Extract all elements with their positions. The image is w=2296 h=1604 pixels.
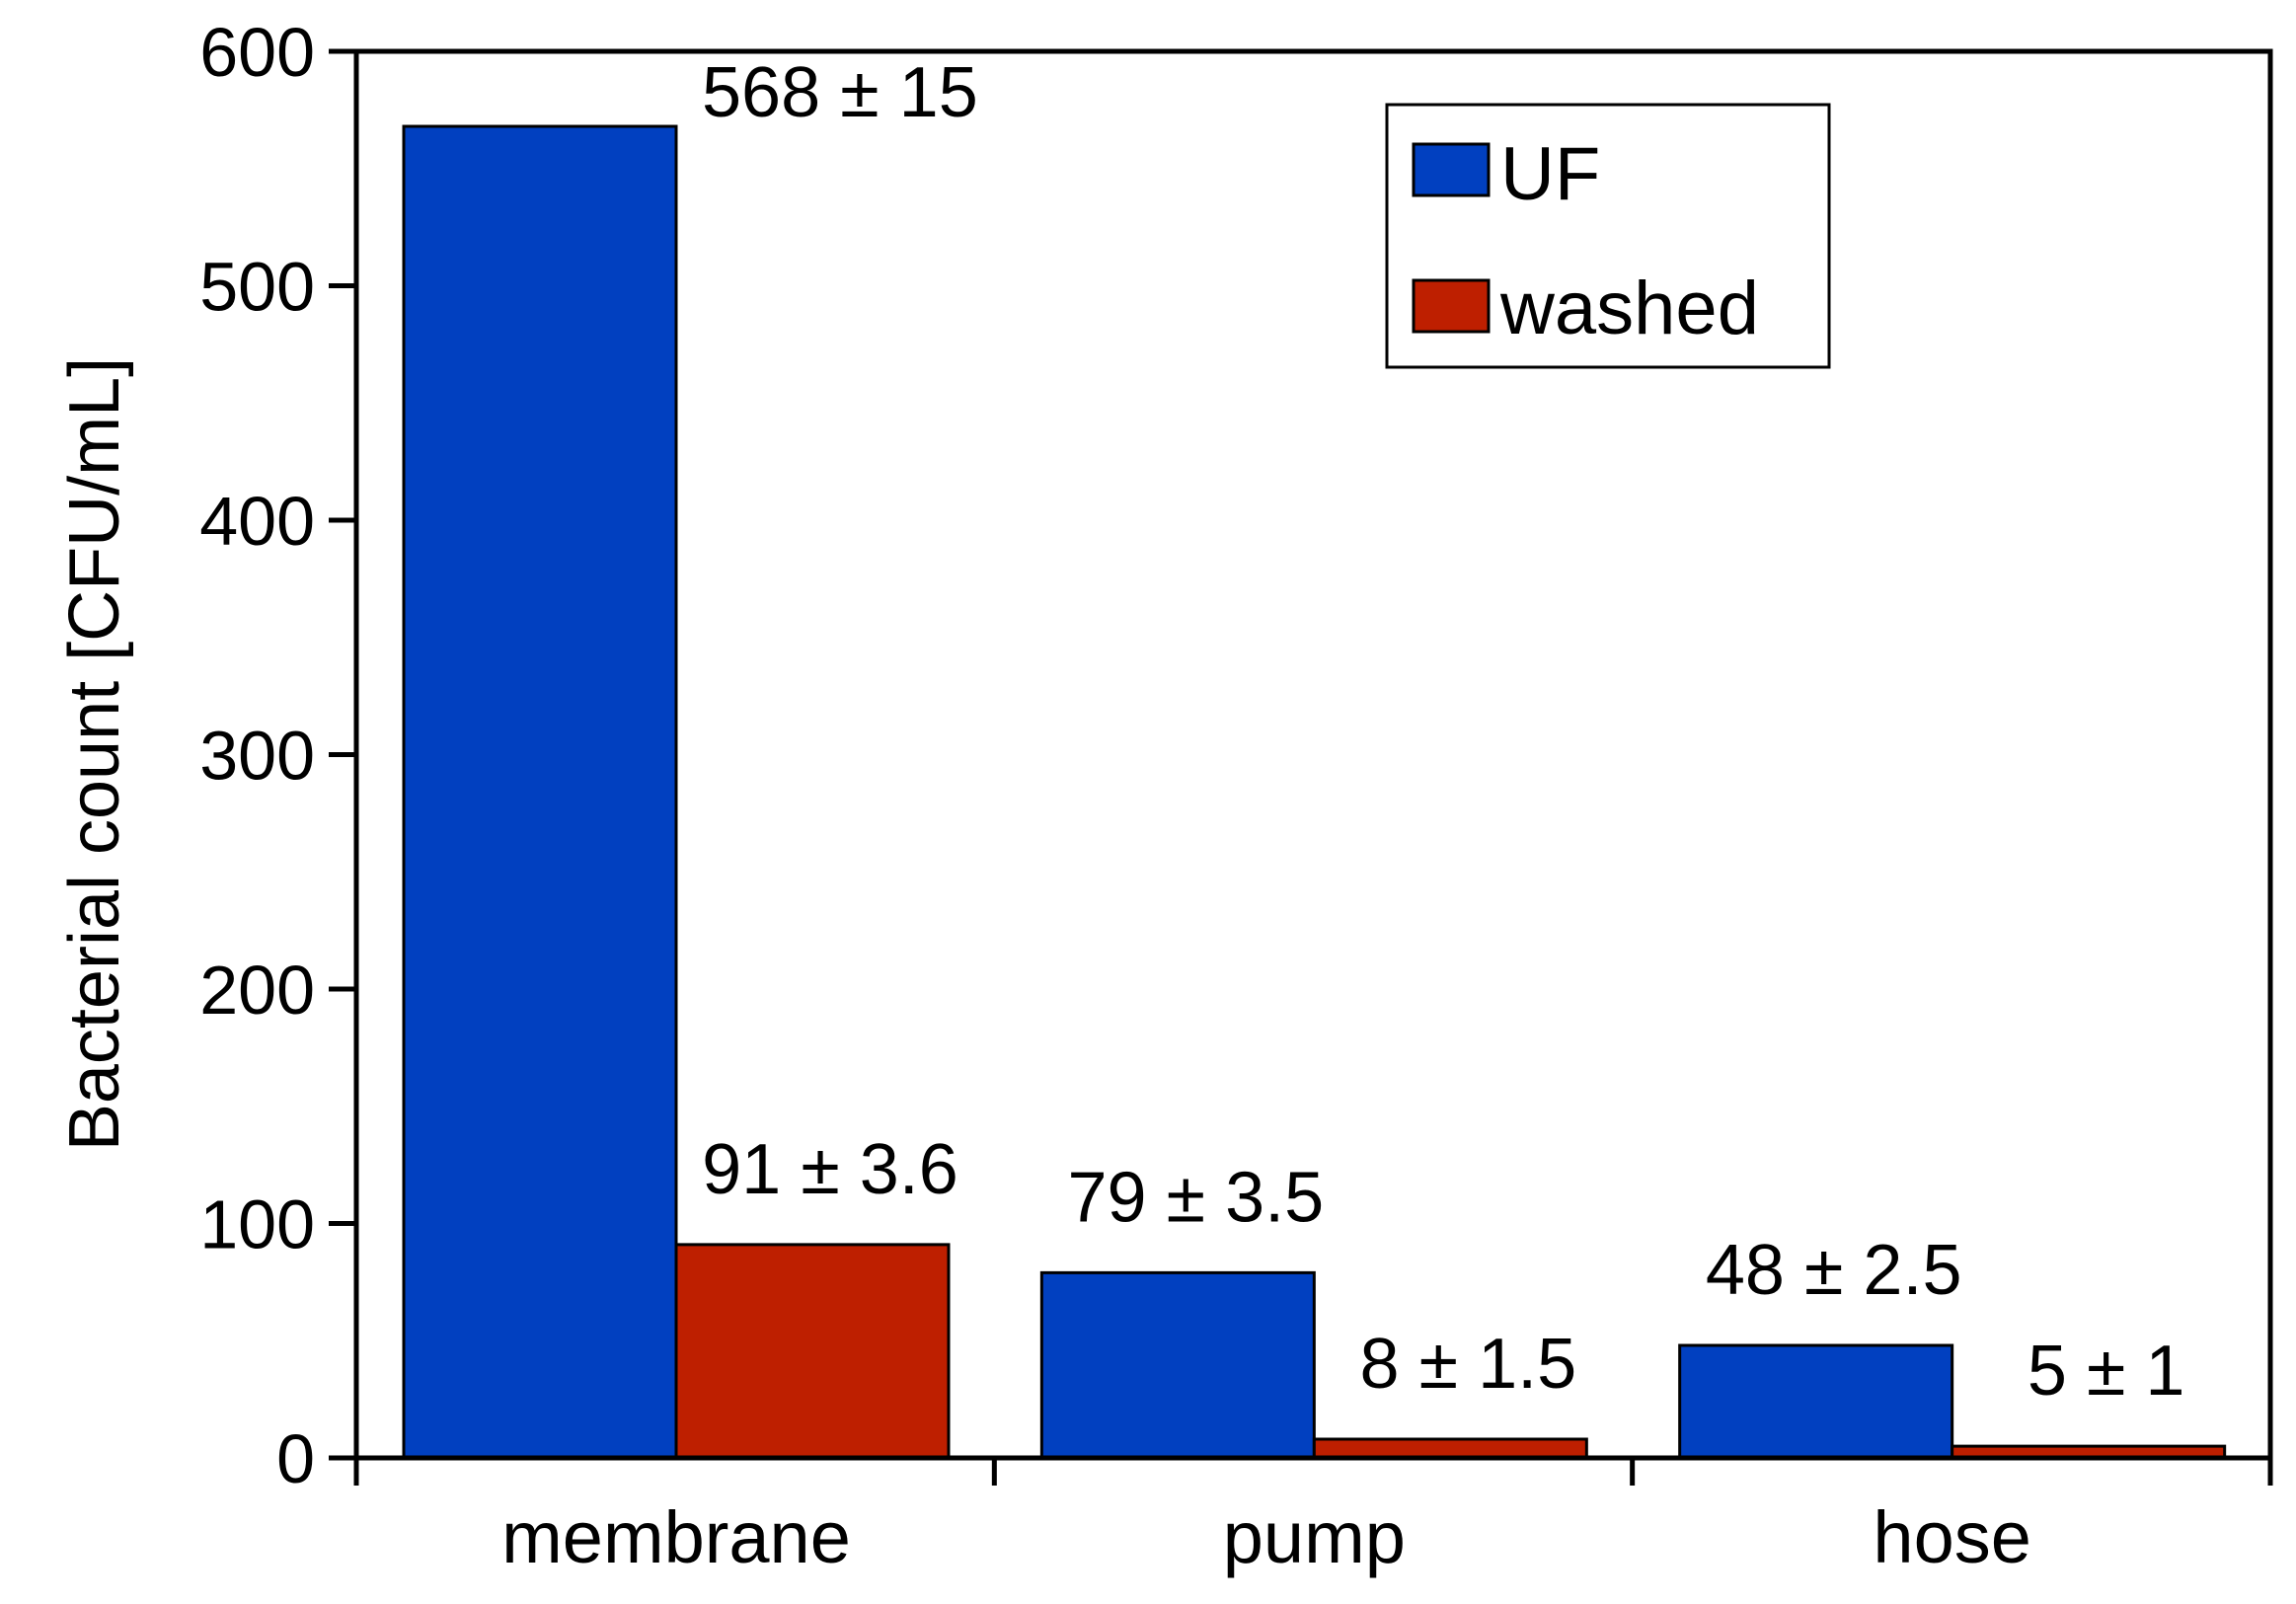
x-axis: membrane pump hose [353,1458,2273,1578]
y-tick-label: 600 [199,14,315,91]
y-tick-label: 100 [199,1186,315,1263]
y-axis-title: Bacterial count [CFU/mL] [55,357,134,1151]
x-category-label: membrane [501,1496,851,1578]
legend: UF washed [1385,103,1831,369]
y-tick-label: 0 [276,1420,315,1497]
data-label-UF-hose: 48 ± 2.5 [1706,1231,1962,1310]
legend-swatch-uf [1412,142,1491,197]
legend-swatch-washed [1412,278,1491,334]
y-tick-label: 200 [199,952,315,1029]
bar-UF-membrane [402,124,678,1460]
data-label-UF-membrane: 568 ± 15 [702,53,978,132]
data-label-washed-hose: 5 ± 1 [2028,1332,2185,1411]
legend-label-uf: UF [1500,132,1600,216]
x-category-label: pump [1223,1496,1406,1578]
bar-UF-pump [1039,1270,1316,1460]
y-tick-label: 300 [199,718,315,795]
y-axis: 0 100 200 300 400 500 600 [199,14,356,1497]
bar-washed-membrane [674,1243,951,1460]
bar-washed-pump [1312,1437,1588,1460]
y-tick-label: 400 [199,483,315,560]
data-label-washed-pump: 8 ± 1.5 [1360,1325,1577,1404]
x-category-label: hose [1873,1496,2030,1578]
chart-marks: 568 ± 15 91 ± 3.6 79 ± 3.5 8 ± 1.5 48 ± 2.5 5… [402,53,2227,1460]
y-tick-label: 500 [199,249,315,326]
data-label-UF-pump: 79 ± 3.5 [1067,1158,1324,1237]
bar-UF-hose [1678,1343,1954,1460]
data-label-washed-membrane: 91 ± 3.6 [702,1130,958,1209]
legend-label-washed: washed [1499,267,1759,350]
